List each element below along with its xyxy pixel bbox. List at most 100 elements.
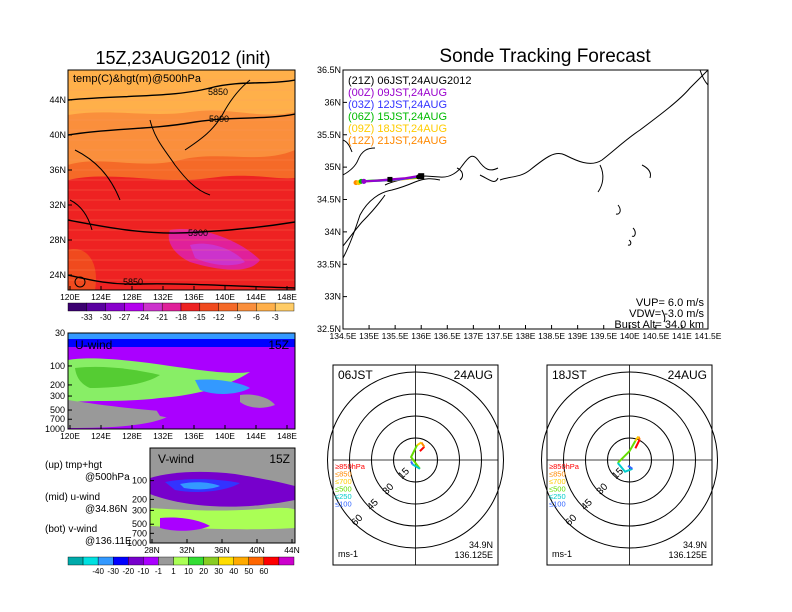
hodograph-level-label: ≤250	[335, 492, 352, 501]
hodograph-level-label: ≤500	[549, 485, 566, 494]
legend-bot-line1: (bot) v-wind	[45, 524, 97, 535]
temp-colorbar-label: -27	[119, 313, 131, 322]
temp-map-panel: 15Z,23AUG2012 (init)	[49, 48, 297, 322]
temp-lat-label: 24N	[49, 270, 66, 280]
v-colorbar-swatch	[278, 556, 295, 566]
temp-colorbar-label: -33	[81, 313, 93, 322]
v-colorbar-swatch	[128, 556, 144, 566]
track-legend: (00Z) 09JST,24AUG(03Z) 12JST,24AUG(06Z) …	[348, 87, 447, 147]
temp-lon-label: 136E	[184, 292, 204, 302]
temp-lon-label: 132E	[153, 292, 173, 302]
temp-colorbar-label: -3	[272, 313, 280, 322]
hodograph-level-label: ≤500	[335, 485, 352, 494]
main-lat-label: 34N	[324, 227, 341, 237]
hodograph-unit: ms-1	[338, 549, 358, 559]
temp-contour-label: 5900	[188, 228, 208, 238]
v-colorbar-label: -1	[155, 567, 163, 576]
main-lon-label: 141E	[672, 331, 692, 341]
hodograph-time: 18JST	[552, 368, 587, 382]
hodograph-trace	[627, 465, 633, 470]
temp-map-title: 15Z,23AUG2012 (init)	[95, 48, 270, 68]
u-lon-label: 120E	[60, 431, 80, 441]
temp-colorbar-label: -6	[253, 313, 261, 322]
main-lat-label: 33N	[324, 292, 341, 302]
hodograph-time: 06JST	[338, 368, 373, 382]
u-pressure-label: 200	[50, 380, 65, 390]
temp-lon-label: 120E	[60, 292, 80, 302]
v-lat-label: 32N	[179, 545, 195, 555]
temp-colorbar-swatch	[237, 302, 257, 312]
temp-colorbar-swatch	[274, 302, 295, 312]
v-pressure-label: 500	[132, 519, 147, 529]
temp-map-field	[68, 70, 295, 290]
legend-up-line1: (up) tmp+hgt	[45, 460, 102, 471]
temp-colorbar-swatch	[199, 302, 219, 312]
temp-colorbar-swatch	[67, 302, 88, 312]
hodograph-level-label: ≥850hPa	[549, 462, 580, 471]
v-colorbar-label: -20	[122, 567, 134, 576]
v-colorbar-swatch	[203, 556, 219, 566]
hodograph-trace	[616, 462, 633, 473]
u-pressure-label: 100	[50, 361, 65, 371]
main-lat-label: 33.5N	[317, 259, 341, 269]
track-legend-item: (03Z) 12JST,24AUG	[348, 99, 447, 111]
main-lon-label: 141.5E	[695, 331, 722, 341]
temp-lat-label: 28N	[49, 235, 66, 245]
u-lon-label: 136E	[184, 431, 204, 441]
v-colorbar-swatch	[158, 556, 174, 566]
temp-colorbar-swatch	[105, 302, 125, 312]
legend-mid-line1: (mid) u-wind	[45, 492, 100, 503]
temp-colorbar-swatch	[256, 302, 276, 312]
temp-colorbar-label: -9	[234, 313, 242, 322]
v-pressure-label: 200	[132, 494, 147, 504]
temp-lon-label: 148E	[277, 292, 297, 302]
main-lon-axis: 134.5E 135E 135.5E 136E 136.5E 137E 137.5E 138E…	[330, 325, 722, 341]
v-wind-colorbar: -40 -30 -20 -10 -1 1 10 20 30 40 50 60	[67, 556, 295, 576]
main-title: Sonde Tracking Forecast	[439, 46, 651, 67]
temp-colorbar-swatch	[218, 302, 238, 312]
v-colorbar-swatch	[112, 556, 129, 566]
temp-colorbar-label: -12	[213, 313, 225, 322]
v-colorbar-swatch	[97, 556, 114, 566]
track-legend-item: (00Z) 09JST,24AUG	[348, 87, 447, 99]
v-colorbar-label: 10	[184, 567, 193, 576]
hodograph-level-label: ≤700	[549, 477, 566, 486]
v-colorbar-swatch	[188, 556, 204, 566]
v-pressure-label: 1000	[127, 538, 147, 548]
temp-colorbar-label: -30	[100, 313, 112, 322]
temp-contour-label: 5850	[208, 87, 228, 97]
main-lon-label: 138E	[516, 331, 536, 341]
v-colorbar-swatch	[67, 556, 84, 566]
u-pressure-label: 30	[55, 328, 65, 338]
temp-lat-axis: 44N 40N 36N 32N 28N 24N	[49, 95, 72, 280]
hodograph-level-label: ≥850hPa	[335, 462, 366, 471]
main-lon-label: 140.5E	[642, 331, 669, 341]
hodograph-trace	[409, 444, 421, 470]
v-colorbar-swatch	[143, 556, 159, 566]
sonde-track-panel: Sonde Tracking Forecast 36.5N 36N 35.5N 35N…	[317, 46, 722, 341]
hodograph-trace	[419, 446, 426, 452]
temp-lat-label: 36N	[49, 165, 66, 175]
v-colorbar-swatch	[218, 556, 234, 566]
main-lat-label: 34.5N	[317, 195, 341, 205]
temp-colorbar-swatch	[161, 302, 182, 312]
u-lon-label: 148E	[277, 431, 297, 441]
main-lon-label: 139E	[568, 331, 588, 341]
v-colorbar-label: 40	[229, 567, 238, 576]
main-lat-axis: 36.5N 36N 35.5N 35N 34.5N 34N 33.5N 33N 32.5N	[317, 65, 347, 334]
hodograph-trace	[416, 441, 422, 447]
temp-colorbar-swatch	[86, 302, 106, 312]
v-colorbar-label: 50	[244, 567, 253, 576]
track-legend-item: (06Z) 15JST,24AUG	[348, 111, 447, 123]
v-pressure-label: 300	[132, 505, 147, 515]
temp-colorbar-label: -24	[138, 313, 150, 322]
v-colorbar-label: 30	[214, 567, 223, 576]
v-colorbar-label: 20	[199, 567, 208, 576]
temp-colorbar-swatch	[124, 302, 144, 312]
main-lon-label: 135E	[359, 331, 379, 341]
main-lat-label: 35.5N	[317, 130, 341, 140]
main-lon-label: 140E	[620, 331, 640, 341]
v-pressure-label: 100	[132, 476, 147, 486]
